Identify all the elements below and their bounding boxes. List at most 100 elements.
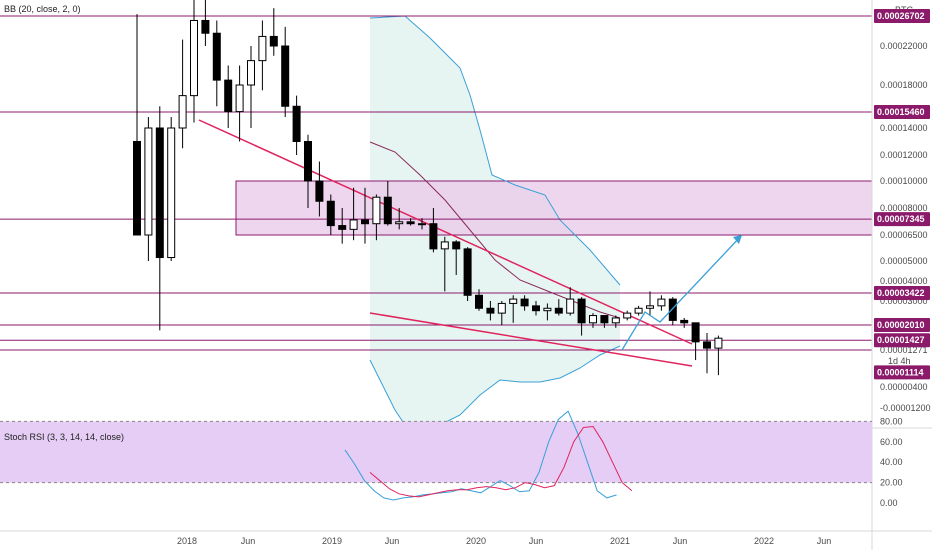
candle-16[interactable] <box>315 161 324 217</box>
candle-19[interactable] <box>349 187 358 241</box>
candle-4[interactable] <box>178 39 187 149</box>
price-tick-label: 0.00003000 <box>880 296 928 306</box>
candle-25[interactable] <box>418 218 426 230</box>
price-tag-bg <box>874 8 930 23</box>
price-tag-3[interactable]: 0.00003422 <box>874 285 930 300</box>
candle-6[interactable] <box>201 0 210 46</box>
candle-22[interactable] <box>383 181 392 226</box>
candle-24[interactable] <box>406 218 415 226</box>
price-tick-label: 0.00012000 <box>880 150 928 160</box>
candle-28[interactable] <box>452 240 461 275</box>
price-tag-5[interactable]: 0.00001427 <box>874 333 930 348</box>
candle-body <box>646 305 654 309</box>
candle-10[interactable] <box>247 46 255 128</box>
support-trendline[interactable] <box>369 312 693 367</box>
time-tick-label: 2022 <box>754 536 774 546</box>
candle-31[interactable] <box>486 301 495 321</box>
time-tick-label: Jun <box>241 536 256 546</box>
candle-9[interactable] <box>235 65 244 142</box>
price-tag-2[interactable]: 0.00007345 <box>874 212 930 227</box>
candle-body <box>212 32 221 81</box>
price-tag-text: 0.00026702 <box>877 11 925 21</box>
stoch-tick-label: 0.00 <box>880 498 898 508</box>
descending-trendline[interactable] <box>198 119 693 345</box>
candle-18[interactable] <box>338 208 347 244</box>
candle-37[interactable] <box>554 299 563 316</box>
price-tag-text: 0.00001114 <box>877 367 924 377</box>
price-tick-label: 0.00008000 <box>880 203 928 213</box>
candle-27[interactable] <box>440 236 449 292</box>
candle-42[interactable] <box>611 315 620 328</box>
candle-3[interactable] <box>167 117 176 261</box>
candle-2[interactable] <box>155 106 164 331</box>
candle-body <box>452 241 461 250</box>
candle-17[interactable] <box>326 194 335 236</box>
candle-0[interactable] <box>133 14 141 236</box>
projection-line[interactable] <box>621 234 743 351</box>
candle-body <box>338 225 347 230</box>
price-tag-text: 0.00003422 <box>877 288 925 298</box>
bb-lower-line <box>369 345 621 429</box>
price-tag-0[interactable]: 0.00026702 <box>874 8 930 23</box>
candle-47[interactable] <box>668 297 677 326</box>
candle-51[interactable] <box>714 335 723 376</box>
candle-44[interactable] <box>634 305 643 316</box>
candle-body <box>155 127 164 259</box>
time-axis-ticks: 2018 Jun 2019 Jun 2020 Jun 2021 Jun 2022 Jun <box>177 536 831 546</box>
candle-39[interactable] <box>577 297 586 336</box>
candle-body <box>475 294 483 309</box>
candle-body <box>497 302 506 314</box>
candle-26[interactable] <box>429 208 438 253</box>
resistance-levels <box>0 15 872 351</box>
stoch-rsi-indicator-label[interactable]: Stoch RSI (3, 3, 14, 14, close) <box>4 432 124 442</box>
candle-8[interactable] <box>224 65 233 129</box>
candle-21[interactable] <box>372 194 381 241</box>
candle-11[interactable] <box>258 20 267 91</box>
candle-7[interactable] <box>212 20 221 107</box>
candle-50[interactable] <box>703 333 711 374</box>
projection-arrow-head <box>733 235 742 244</box>
candle-45[interactable] <box>646 291 654 316</box>
price-tick-label: 0.00001271 <box>880 345 928 355</box>
price-tag-1[interactable]: 0.00015460 <box>874 105 930 119</box>
candle-46[interactable] <box>657 295 666 311</box>
candle-43[interactable] <box>623 310 632 321</box>
candle-41[interactable] <box>600 315 609 328</box>
candle-13[interactable] <box>281 26 290 118</box>
stoch-tick-label: 40.00 <box>880 457 903 467</box>
price-tag-text: 0.00015460 <box>877 107 925 117</box>
candle-body <box>657 298 666 307</box>
candle-32[interactable] <box>497 301 506 326</box>
candle-40[interactable] <box>589 313 597 328</box>
price-tag-6[interactable]: 0.00001114 <box>874 365 930 380</box>
candle-body <box>281 45 290 107</box>
price-tag-bg <box>874 212 930 227</box>
candle-49[interactable] <box>691 322 700 361</box>
price-tick-label: 0.00010000 <box>880 176 928 186</box>
candle-14[interactable] <box>292 95 301 155</box>
candle-30[interactable] <box>475 289 483 311</box>
countdown-label: 1d 4h <box>888 356 911 366</box>
trendlines <box>198 119 693 367</box>
stoch-d-line[interactable] <box>369 425 633 498</box>
candle-38[interactable] <box>566 287 575 316</box>
stoch-k-line[interactable] <box>344 410 617 501</box>
candle-body <box>429 223 438 250</box>
candle-34[interactable] <box>520 295 529 311</box>
candle-48[interactable] <box>680 317 689 328</box>
bb-indicator-label[interactable]: BB (20, close, 2, 0) <box>4 4 81 14</box>
candle-1[interactable] <box>144 117 153 261</box>
candle-23[interactable] <box>395 208 404 230</box>
candle-5[interactable] <box>190 0 198 123</box>
price-tag-4[interactable]: 0.00002010 <box>874 318 930 332</box>
candle-36[interactable] <box>543 303 552 321</box>
candle-12[interactable] <box>269 8 278 56</box>
candle-35[interactable] <box>532 301 540 316</box>
candle-29[interactable] <box>463 247 472 301</box>
candle-body <box>532 305 540 312</box>
candle-33[interactable] <box>509 295 518 323</box>
candle-15[interactable] <box>304 134 312 208</box>
candle-20[interactable] <box>361 187 369 244</box>
candle-body <box>326 200 335 227</box>
